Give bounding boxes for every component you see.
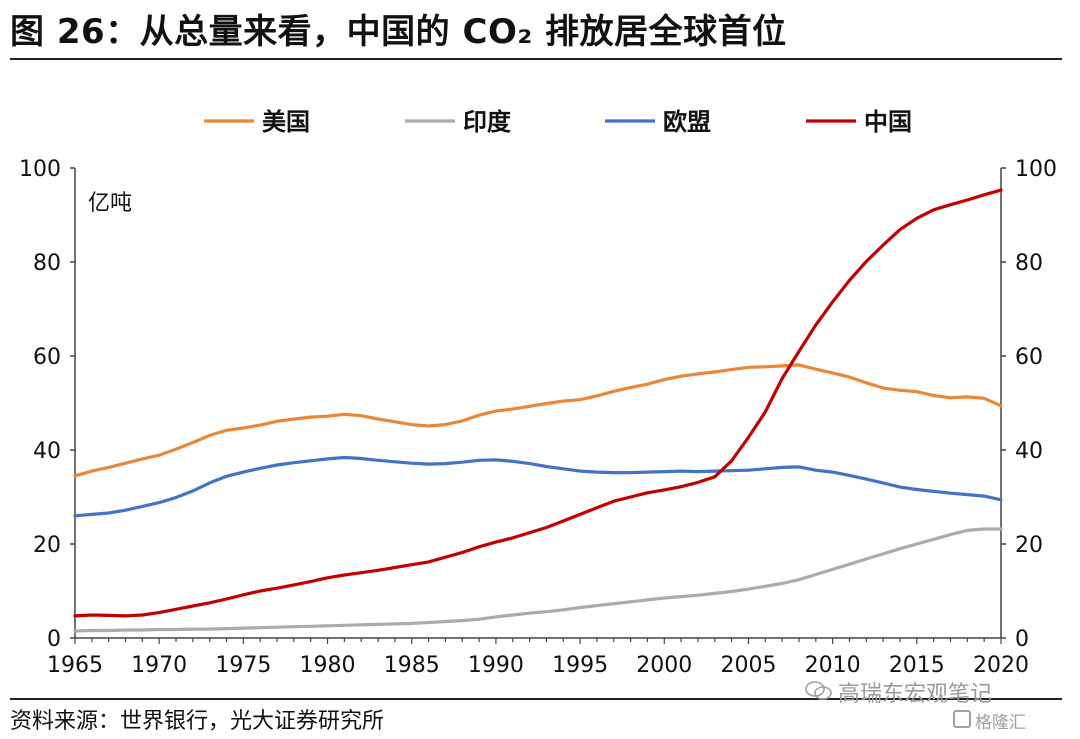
x-tick-label: 2005 bbox=[720, 653, 776, 678]
y-tick-label-left: 0 bbox=[47, 627, 61, 652]
series-line-china bbox=[73, 188, 1003, 618]
y-tick-label-right: 80 bbox=[1015, 251, 1043, 276]
y-tick-label-left: 40 bbox=[33, 439, 61, 464]
y-tick-label-right: 100 bbox=[1015, 157, 1057, 182]
x-tick-label: 2000 bbox=[636, 653, 692, 678]
x-tick-label: 2015 bbox=[889, 653, 945, 678]
y-tick-label-right: 0 bbox=[1015, 627, 1029, 652]
legend-label-china: 中国 bbox=[864, 108, 912, 136]
x-tick-label: 1985 bbox=[384, 653, 440, 678]
watermark-text-2: 格隆汇 bbox=[975, 713, 1026, 733]
source-note: 资料来源：世界银行，光大证券研究所 bbox=[10, 709, 385, 734]
title-divider bbox=[10, 58, 1062, 60]
y-tick-label-right: 40 bbox=[1015, 439, 1043, 464]
x-tick-label: 1965 bbox=[47, 653, 103, 678]
y-tick-label-left: 100 bbox=[19, 157, 61, 182]
chart-series-lines bbox=[73, 188, 1003, 633]
series-line-usa bbox=[73, 363, 1003, 478]
legend-label-eu: 欧盟 bbox=[663, 108, 711, 136]
y-tick-label-left: 80 bbox=[33, 251, 61, 276]
x-tick-label: 2020 bbox=[973, 653, 1029, 678]
y-tick-label-left: 60 bbox=[33, 345, 61, 370]
watermark-text: 高瑞东宏观笔记 bbox=[838, 682, 993, 707]
x-tick-label: 1995 bbox=[552, 653, 608, 678]
footer-divider bbox=[10, 698, 1062, 700]
figure-title: 图 26：从总量来看，中国的 CO₂ 排放居全球首位 bbox=[10, 12, 787, 52]
x-tick-label: 1990 bbox=[468, 653, 524, 678]
wechat-icon bbox=[805, 681, 832, 700]
gelonghui-logo-icon bbox=[953, 710, 971, 728]
y-tick-label-left: 20 bbox=[33, 533, 61, 558]
y-tick-label-right: 60 bbox=[1015, 345, 1043, 370]
chart-legend: 美国 印度 欧盟 中国 bbox=[204, 108, 912, 136]
x-tick-label: 1980 bbox=[300, 653, 356, 678]
series-line-india bbox=[73, 527, 1003, 633]
legend-label-usa: 美国 bbox=[262, 108, 310, 136]
x-tick-label: 2010 bbox=[805, 653, 861, 678]
x-tick-label: 1975 bbox=[215, 653, 271, 678]
series-line-eu bbox=[73, 455, 1003, 518]
y-tick-label-right: 20 bbox=[1015, 533, 1043, 558]
legend-label-india: 印度 bbox=[463, 108, 512, 136]
y-axis-unit-label: 亿吨 bbox=[88, 191, 132, 216]
x-tick-label: 1970 bbox=[131, 653, 187, 678]
